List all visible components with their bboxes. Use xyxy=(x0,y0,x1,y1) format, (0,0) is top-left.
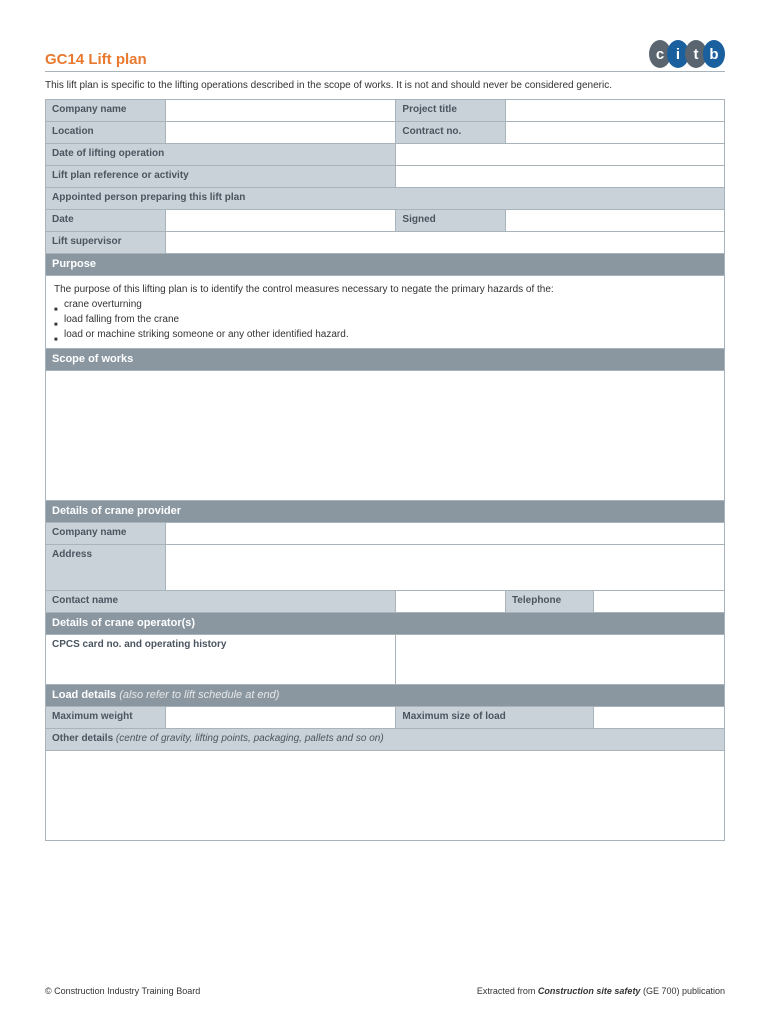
purpose-body: The purpose of this lifting plan is to i… xyxy=(46,276,725,349)
row-other-details-body xyxy=(46,751,725,841)
input-provider-address[interactable] xyxy=(166,545,725,591)
label-provider-contact: Contact name xyxy=(46,591,396,613)
label-company-name: Company name xyxy=(46,100,166,122)
label-signed: Signed xyxy=(396,210,506,232)
label-contract-no: Contract no. xyxy=(396,122,506,144)
footer-left: © Construction Industry Training Board xyxy=(45,986,200,996)
label-lift-supervisor: Lift supervisor xyxy=(46,232,166,254)
row-appointed: Appointed person preparing this lift pla… xyxy=(46,188,725,210)
intro-text: This lift plan is specific to the liftin… xyxy=(45,80,725,91)
input-provider-contact[interactable] xyxy=(396,591,506,613)
row-cpcs: CPCS card no. and operating history xyxy=(46,635,725,685)
label-cpcs: CPCS card no. and operating history xyxy=(46,635,396,685)
row-max-weight-size: Maximum weight Maximum size of load xyxy=(46,707,725,729)
row-date-signed: Date Signed xyxy=(46,210,725,232)
row-date-op: Date of lifting operation xyxy=(46,144,725,166)
input-provider-company[interactable] xyxy=(166,523,725,545)
crane-provider-title: Details of crane provider xyxy=(46,501,725,523)
load-details-title: Load details (also refer to lift schedul… xyxy=(46,685,725,707)
citb-logo: c i t b xyxy=(653,40,725,68)
form-table: Company name Project title Location Cont… xyxy=(45,99,725,841)
section-purpose: Purpose xyxy=(46,254,725,276)
scope-body xyxy=(46,371,725,501)
row-lift-supervisor: Lift supervisor xyxy=(46,232,725,254)
section-scope: Scope of works xyxy=(46,349,725,371)
label-lift-ref: Lift plan reference or activity xyxy=(46,166,396,188)
input-provider-telephone[interactable] xyxy=(593,591,724,613)
purpose-title: Purpose xyxy=(46,254,725,276)
input-max-size[interactable] xyxy=(593,707,724,729)
purpose-intro: The purpose of this lifting plan is to i… xyxy=(54,282,716,297)
input-location[interactable] xyxy=(166,122,396,144)
row-lift-ref: Lift plan reference or activity xyxy=(46,166,725,188)
row-provider-address: Address xyxy=(46,545,725,591)
scope-title: Scope of works xyxy=(46,349,725,371)
input-cpcs[interactable] xyxy=(396,635,725,685)
purpose-content: The purpose of this lifting plan is to i… xyxy=(46,276,725,349)
row-location-contract: Location Contract no. xyxy=(46,122,725,144)
purpose-bullet-1: crane overturning xyxy=(54,297,716,312)
label-date: Date xyxy=(46,210,166,232)
label-date-of-op: Date of lifting operation xyxy=(46,144,396,166)
section-load-details: Load details (also refer to lift schedul… xyxy=(46,685,725,707)
row-provider-company: Company name xyxy=(46,523,725,545)
page-title: GC14 Lift plan xyxy=(45,51,147,68)
footer: © Construction Industry Training Board E… xyxy=(45,986,725,996)
label-max-weight: Maximum weight xyxy=(46,707,166,729)
label-location: Location xyxy=(46,122,166,144)
input-lift-ref[interactable] xyxy=(396,166,725,188)
label-other-details: Other details (centre of gravity, liftin… xyxy=(46,729,725,751)
input-contract-no[interactable] xyxy=(505,122,724,144)
label-max-size: Maximum size of load xyxy=(396,707,593,729)
input-date[interactable] xyxy=(166,210,396,232)
label-project-title: Project title xyxy=(396,100,506,122)
label-appointed: Appointed person preparing this lift pla… xyxy=(46,188,725,210)
purpose-bullet-3: load or machine striking someone or any … xyxy=(54,327,716,342)
crane-operator-title: Details of crane operator(s) xyxy=(46,613,725,635)
section-crane-provider: Details of crane provider xyxy=(46,501,725,523)
footer-right: Extracted from Construction site safety … xyxy=(477,986,725,996)
section-crane-operator: Details of crane operator(s) xyxy=(46,613,725,635)
input-max-weight[interactable] xyxy=(166,707,396,729)
input-lift-supervisor[interactable] xyxy=(166,232,725,254)
input-date-of-op[interactable] xyxy=(396,144,725,166)
input-scope[interactable] xyxy=(46,371,725,501)
purpose-bullet-2: load falling from the crane xyxy=(54,312,716,327)
row-provider-contact: Contact name Telephone xyxy=(46,591,725,613)
label-provider-address: Address xyxy=(46,545,166,591)
input-company-name[interactable] xyxy=(166,100,396,122)
row-company-project: Company name Project title xyxy=(46,100,725,122)
input-signed[interactable] xyxy=(505,210,724,232)
header: GC14 Lift plan c i t b xyxy=(45,40,725,72)
input-other-details[interactable] xyxy=(46,751,725,841)
label-provider-company: Company name xyxy=(46,523,166,545)
logo-letter-b: b xyxy=(703,40,725,68)
label-provider-telephone: Telephone xyxy=(505,591,593,613)
input-project-title[interactable] xyxy=(505,100,724,122)
row-other-details-label: Other details (centre of gravity, liftin… xyxy=(46,729,725,751)
